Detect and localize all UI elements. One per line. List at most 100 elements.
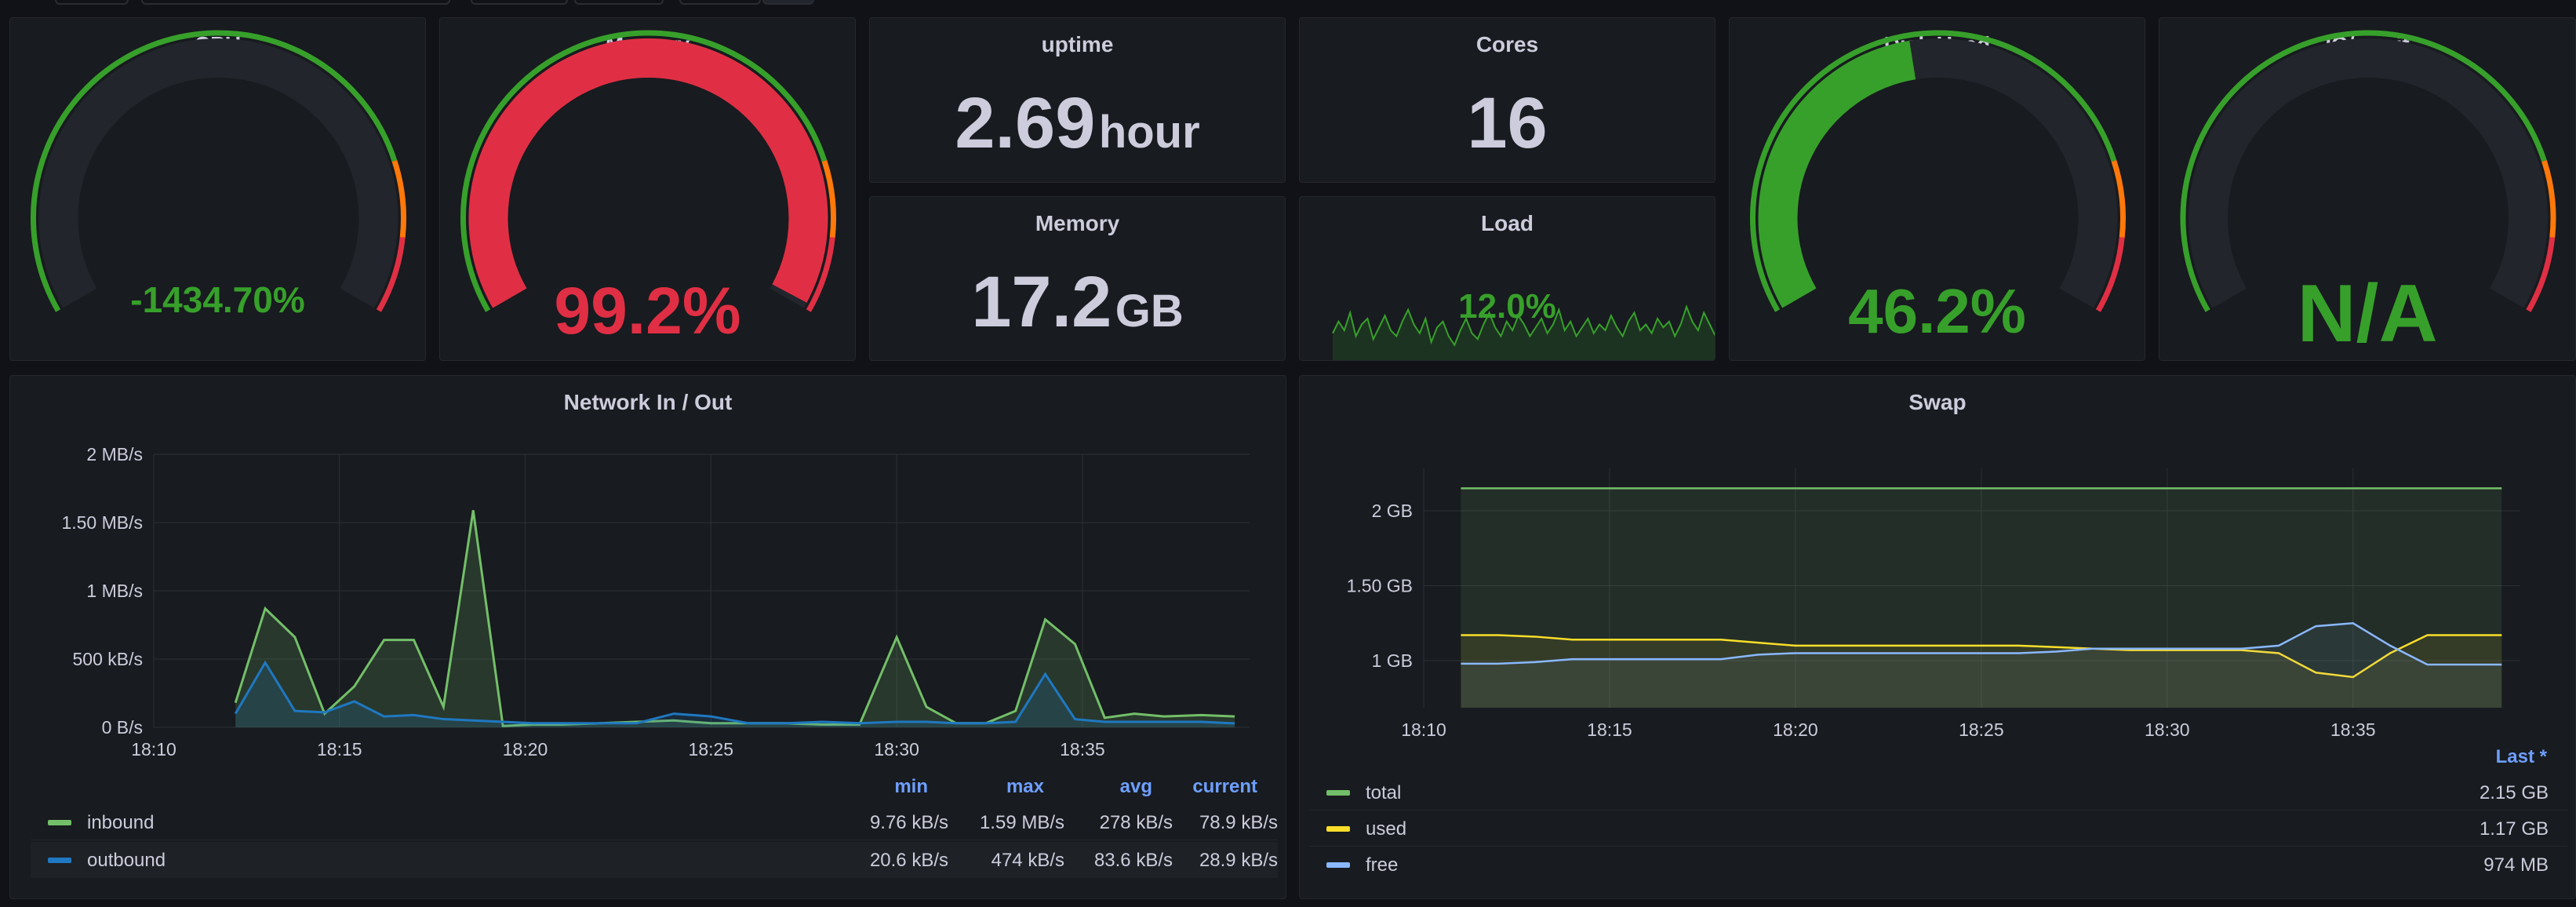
gauge-value: -1434.70% (130, 279, 305, 320)
swap-panel[interactable]: Swap 1 GB 1.50 GB 2 GB 18:10 18:15 18:20 18:25… (1299, 375, 2576, 899)
series-area-inbound (235, 510, 1235, 727)
series-swatch (1326, 790, 1350, 796)
y-tick-label: 500 kB/s (73, 649, 144, 669)
gauge-fill (468, 38, 828, 308)
series-line-free (1461, 621, 2502, 666)
stat-number: 17.2 (971, 262, 1112, 342)
cores-panel[interactable]: Cores 16 (1299, 17, 1716, 183)
toolbar-button-edge[interactable] (762, 0, 814, 5)
max-value: 1.59 MB/s (979, 812, 1064, 833)
series-swatch (48, 858, 71, 863)
gauge-value: 46.2% (1848, 276, 2026, 346)
stat-unit: hour (1098, 107, 1200, 158)
legend-header-min[interactable]: min (894, 776, 928, 797)
series-swatch (48, 820, 71, 825)
stat-number: 2.69 (955, 83, 1096, 163)
threshold-arc (2095, 237, 2125, 312)
panel-title: Cores (1475, 32, 1539, 56)
threshold-arc (821, 159, 836, 239)
legend-header-avg[interactable]: avg (1119, 776, 1152, 797)
load-sparkline (1332, 304, 1715, 360)
y-tick-label: 2 GB (1372, 501, 1413, 521)
memory-gauge-panel[interactable]: Memory 99.2% (439, 17, 856, 361)
legend-header-current[interactable]: current (1192, 776, 1257, 797)
uptime-panel[interactable]: uptime 2.69 hour (869, 17, 1286, 183)
avg-value: 83.6 kB/s (1093, 850, 1173, 871)
y-tick-label: 1 GB (1372, 650, 1413, 671)
gauge-value: N/A (2297, 268, 2438, 359)
x-tick-label: 18:35 (1060, 739, 1105, 759)
series-line-inbound (234, 510, 1235, 727)
threshold-arc (391, 159, 406, 239)
threshold-arc (806, 237, 835, 312)
current-value: 28.9 kB/s (1199, 850, 1278, 871)
y-tick-label: 1 MB/s (86, 581, 143, 601)
memory-stat-value: 17.2 GB (870, 261, 1285, 344)
panel-title: Network In / Out (563, 390, 733, 414)
series-name: outbound (87, 850, 166, 871)
toolbar-button-edge[interactable] (574, 0, 664, 5)
toolbar-input-edge[interactable] (141, 0, 450, 5)
series-name: inbound (87, 812, 155, 833)
legend-row-free[interactable]: free 974 MB (1309, 847, 2567, 883)
x-tick-label: 18:30 (2145, 719, 2190, 740)
series-area-used (1461, 635, 2502, 708)
panel-title: Memory (1035, 211, 1120, 235)
load-panel[interactable]: Load 12.0% (1299, 196, 1716, 361)
series-area-free (1461, 623, 2502, 708)
x-tick-label: 18:20 (1773, 719, 1818, 740)
legend-row-inbound[interactable]: inbound 9.76 kB/s 1.59 MB/s 278 kB/s 78.… (31, 804, 1278, 840)
y-tick-label: 2 MB/s (86, 444, 143, 464)
x-tick-label: 18:20 (503, 739, 548, 759)
panel-title: Load (1481, 211, 1534, 235)
x-tick-label: 18:15 (317, 739, 362, 759)
series-name: free (1366, 854, 1399, 876)
x-tick-label: 18:35 (2330, 719, 2376, 740)
toolbar-button-edge[interactable] (679, 0, 761, 5)
last-value: 974 MB (2483, 854, 2549, 876)
threshold-arc (460, 30, 828, 312)
current-value: 78.9 kB/s (1199, 812, 1278, 833)
series-swatch (1326, 826, 1350, 832)
x-tick-label: 18:25 (1959, 719, 2004, 740)
toolbar-button-edge[interactable] (55, 0, 129, 5)
panel-title: uptime (1041, 32, 1114, 56)
panel-title: Swap (1908, 390, 1967, 414)
threshold-arc (31, 30, 398, 312)
min-value: 20.6 kB/s (869, 850, 948, 871)
threshold-arc (376, 237, 406, 312)
io-await-panel[interactable]: IO/await N/A (2159, 17, 2576, 361)
network-panel[interactable]: Network In / Out 0 B/s 500 kB/s 1 MB/s 1.50… (9, 375, 1286, 899)
legend-row-used[interactable]: used 1.17 GB (1309, 810, 2567, 847)
network-chart[interactable]: 0 B/s 500 kB/s 1 MB/s 1.50 MB/s 2 MB/s 18:10 1… (10, 376, 1286, 760)
swap-chart[interactable]: 1 GB 1.50 GB 2 GB 18:10 18:15 18:20 18:25 18:30… (1300, 376, 2576, 752)
cpu-panel[interactable]: CPU -1434.70% (9, 17, 426, 361)
series-line-outbound (234, 660, 1235, 725)
min-value: 9.76 kB/s (869, 812, 948, 833)
threshold-arc (2541, 159, 2556, 239)
y-tick-label: 0 B/s (102, 717, 143, 738)
gauge-track (2189, 38, 2548, 308)
disk-gauge (1750, 30, 2126, 312)
memory-gauge (460, 30, 836, 312)
toolbar-button-edge[interactable] (471, 0, 568, 5)
legend-header-max[interactable]: max (1006, 776, 1044, 797)
y-tick-label: 1.50 MB/s (61, 512, 143, 533)
threshold-arc (2526, 237, 2556, 312)
uptime-value: 2.69 hour (870, 82, 1285, 165)
series-area-total (1461, 488, 2502, 708)
series-name: total (1366, 782, 1402, 803)
legend-row-outbound[interactable]: outbound 20.6 kB/s 474 kB/s 83.6 kB/s 28… (31, 842, 1278, 878)
memory-stat-panel[interactable]: Memory 17.2 GB (869, 196, 1286, 361)
series-name: used (1366, 818, 1407, 840)
stat-unit: GB (1115, 286, 1184, 337)
disk-panel[interactable]: Disk Used 46.2% (1729, 17, 2145, 361)
x-tick-label: 18:10 (1401, 719, 1446, 740)
legend-header-last[interactable]: Last * (2495, 746, 2547, 767)
last-value: 1.17 GB (2479, 818, 2549, 840)
gauge-fill (1758, 40, 1916, 308)
legend-row-total[interactable]: total 2.15 GB (1309, 774, 2567, 810)
threshold-arc (2180, 30, 2547, 312)
gauge-track (38, 38, 398, 308)
x-tick-label: 18:10 (131, 739, 176, 759)
